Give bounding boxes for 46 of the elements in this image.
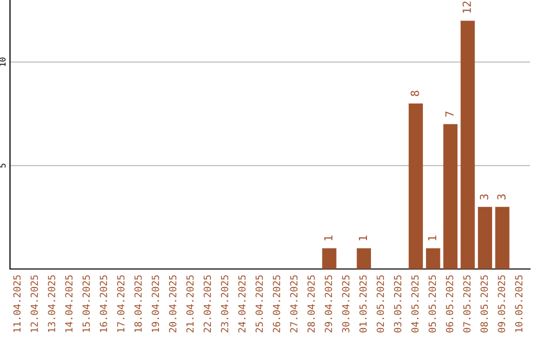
x-tick-label: 05.05.2025 — [428, 275, 436, 332]
x-tick-label: 20.04.2025 — [169, 275, 176, 332]
x-tick-label: 24.04.2025 — [238, 275, 246, 332]
x-tick-label: 08.05.2025 — [480, 275, 488, 332]
bar — [478, 206, 492, 269]
data-label: 7 — [445, 112, 454, 117]
x-tick-label: 15.04.2025 — [82, 275, 90, 332]
data-label: 3 — [480, 194, 488, 200]
data-label: 1 — [324, 236, 332, 240]
bar — [460, 20, 475, 269]
x-tick-label: 23.04.2025 — [220, 275, 228, 332]
x-tick-label: 12.04.2025 — [30, 275, 38, 332]
x-tick-label: 04.05.2025 — [411, 275, 419, 332]
x-tick-label: 03.05.2025 — [394, 275, 402, 332]
x-tick-label: 14.04.2025 — [65, 275, 73, 332]
x-tick-label: 10.05.2025 — [515, 275, 522, 332]
x-tick-label: 02.05.2025 — [376, 275, 384, 332]
x-tick-label: 27.04.2025 — [290, 275, 298, 332]
bar — [426, 248, 440, 269]
data-label: 8 — [410, 90, 420, 96]
bar — [322, 248, 336, 269]
x-tick-label: 28.04.2025 — [307, 275, 315, 332]
x-tick-label: 19.04.2025 — [152, 275, 160, 332]
x-tick-label: 29.04.2025 — [324, 275, 332, 332]
x-tick-label: 22.04.2025 — [204, 275, 211, 332]
x-tick-label: 09.05.2025 — [498, 275, 506, 332]
data-label: 1 — [358, 236, 367, 240]
x-tick-label: 06.05.2025 — [446, 275, 454, 332]
bar — [495, 206, 510, 269]
x-tick-label: 18.04.2025 — [134, 275, 142, 332]
data-label: 3 — [497, 194, 506, 200]
x-tick-label: 07.05.2025 — [463, 275, 471, 332]
x-tick-label: 21.04.2025 — [186, 275, 194, 332]
x-tick-label: 16.04.2025 — [100, 275, 108, 332]
bar — [443, 124, 458, 269]
bar — [356, 248, 371, 269]
x-tick-label: 11.04.2025 — [13, 275, 21, 332]
data-label: 12 — [462, 2, 471, 13]
x-tick-label: 26.04.2025 — [272, 275, 280, 332]
bar — [408, 103, 423, 269]
data-label: 1 — [428, 236, 436, 240]
x-tick-label: 17.04.2025 — [117, 275, 124, 332]
x-tick-label: 01.05.2025 — [359, 275, 367, 332]
x-tick-label: 25.04.2025 — [256, 275, 263, 332]
x-tick-label: 30.04.2025 — [342, 275, 350, 332]
x-tick-label: 13.04.2025 — [48, 275, 56, 332]
